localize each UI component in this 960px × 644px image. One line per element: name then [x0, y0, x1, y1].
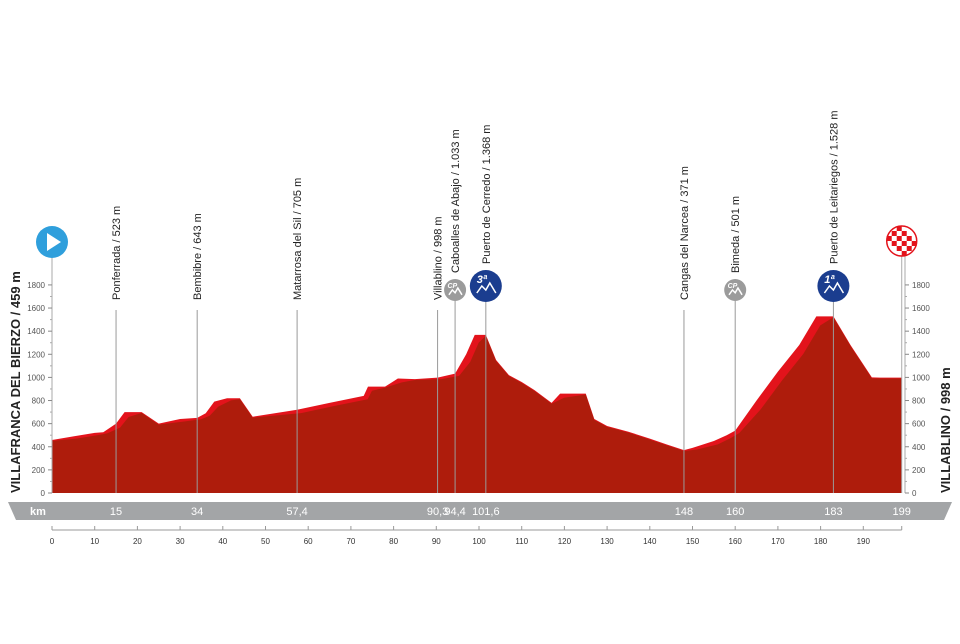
badge-text: CP — [728, 283, 738, 290]
x-tick-label: 40 — [218, 537, 227, 546]
x-tick-label: 140 — [643, 537, 657, 546]
checker-square — [906, 246, 912, 251]
mountain-icon — [823, 281, 845, 294]
checker-square — [901, 251, 907, 256]
location-label: Puerto de Cerredo / 1.368 m — [481, 125, 493, 264]
y-tick-label: 1800 — [912, 281, 930, 290]
y-tick-label: 1600 — [27, 304, 45, 313]
x-tick-label: 90 — [432, 537, 441, 546]
y-tick-label: 600 — [32, 420, 46, 429]
km-marker-label: 199 — [893, 506, 911, 518]
mountain-category-icon: 3ª — [469, 270, 502, 302]
y-tick-label: 800 — [912, 397, 926, 406]
x-tick-label: 60 — [304, 537, 313, 546]
km-bar — [8, 502, 952, 520]
badge-circle — [469, 270, 502, 302]
y-tick-label: 1600 — [912, 304, 930, 313]
location-label: Villablino / 998 m — [433, 216, 445, 300]
location-label: Puerto de Leitariegos / 1.528 m — [828, 111, 840, 264]
location-label: Cangas del Narcea / 371 m — [679, 166, 691, 300]
y-tick-label: 0 — [41, 489, 46, 498]
x-tick-label: 0 — [50, 537, 55, 546]
checker-square — [896, 226, 902, 231]
x-tick-label: 180 — [814, 537, 828, 546]
km-marker-label: 183 — [824, 506, 842, 518]
badge-text: 3ª — [477, 274, 488, 286]
x-tick-label: 150 — [686, 537, 700, 546]
checker-square — [911, 241, 917, 246]
badge-circle — [444, 279, 467, 301]
km-marker-label: 90,3 — [427, 506, 448, 518]
y-tick-label: 200 — [912, 466, 926, 475]
mountain-icon — [476, 281, 497, 294]
badge-circle — [817, 270, 850, 302]
x-tick-label: 70 — [346, 537, 355, 546]
start-label: VILLAFRANCA DEL BIERZO / 459 m — [8, 271, 23, 493]
x-tick-label: 190 — [857, 537, 871, 546]
y-tick-label: 1000 — [27, 373, 45, 382]
checker-square — [901, 231, 907, 236]
location-label: Ponferrada / 523 m — [111, 206, 123, 300]
checker-square — [906, 236, 912, 241]
play-icon — [47, 233, 61, 251]
x-tick-label: 20 — [133, 537, 142, 546]
y-tick-label: 400 — [912, 443, 926, 452]
badge-circle — [724, 279, 747, 301]
location-label: Caboalles de Abajo / 1.033 m — [450, 129, 462, 273]
badge-text: 1ª — [824, 274, 835, 286]
finish-flag-icon — [885, 225, 918, 257]
x-tick-label: 130 — [600, 537, 614, 546]
km-marker-label: 101,6 — [472, 506, 500, 518]
mountain-category-icon: 1ª — [817, 270, 850, 302]
location-label: Bembibre / 643 m — [192, 213, 204, 300]
y-tick-label: 1200 — [27, 350, 45, 359]
checkpoint-icon: CP — [444, 279, 467, 301]
x-tick-label: 10 — [90, 537, 99, 546]
km-marker-label: 148 — [675, 506, 693, 518]
km-marker-label: 160 — [726, 506, 744, 518]
profile-area — [52, 317, 902, 493]
y-tick-label: 1800 — [27, 281, 45, 290]
x-tick-label: 160 — [729, 537, 743, 546]
checker-square — [891, 231, 897, 236]
y-tick-label: 1400 — [27, 327, 45, 336]
x-tick-label: 50 — [261, 537, 270, 546]
x-tick-label: 170 — [771, 537, 785, 546]
y-tick-label: 1200 — [912, 350, 930, 359]
km-marker-label: 34 — [191, 506, 203, 518]
y-tick-label: 600 — [912, 420, 926, 429]
y-tick-label: 1400 — [912, 327, 930, 336]
start-icon — [36, 226, 68, 258]
checker-square — [886, 236, 892, 241]
mountain-icon — [728, 286, 743, 296]
y-tick-label: 200 — [32, 466, 46, 475]
location-label: Bimeda / 501 m — [730, 196, 742, 273]
y-tick-label: 1000 — [912, 373, 930, 382]
km-marker-label: 57,4 — [286, 506, 307, 518]
checker-square — [891, 241, 897, 246]
km-marker-label: 94,4 — [444, 506, 465, 518]
checker-square — [896, 246, 902, 251]
finish-label: VILLABLINO / 998 m — [938, 367, 953, 493]
y-tick-label: 0 — [912, 489, 917, 498]
y-tick-label: 800 — [32, 397, 46, 406]
checker-square — [896, 236, 902, 241]
checkpoint-icon: CP — [724, 279, 747, 301]
x-tick-label: 120 — [558, 537, 572, 546]
mountain-icon — [448, 286, 463, 296]
y-tick-label: 400 — [32, 443, 46, 452]
km-bar-label: km — [30, 506, 46, 518]
location-label: Matarrosa del Sil / 705 m — [292, 178, 304, 300]
x-tick-label: 80 — [389, 537, 398, 546]
km-marker-label: 15 — [110, 506, 122, 518]
badge-text: CP — [447, 283, 457, 290]
x-tick-label: 110 — [515, 537, 528, 546]
checker-square — [901, 241, 907, 246]
x-tick-label: 30 — [176, 537, 185, 546]
x-tick-label: 100 — [472, 537, 486, 546]
